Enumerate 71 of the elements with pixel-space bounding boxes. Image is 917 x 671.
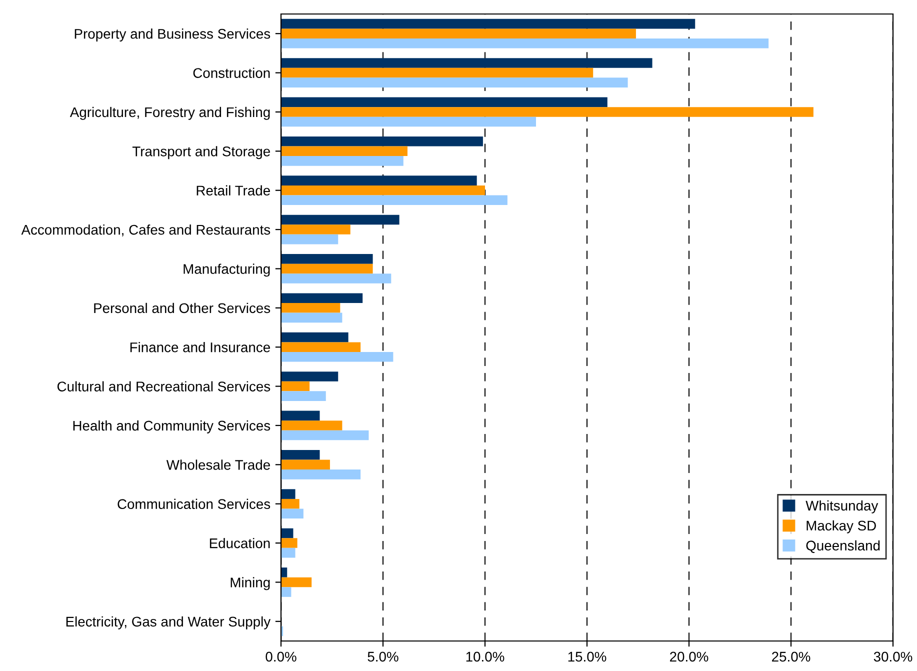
y-tick-label: Electricity, Gas and Water Supply bbox=[66, 616, 271, 630]
x-tick-label: 5.0% bbox=[368, 652, 398, 662]
bar bbox=[281, 28, 636, 38]
bar bbox=[281, 352, 394, 362]
y-tick-label: Finance and Insurance bbox=[130, 342, 270, 352]
legend-label: Queensland bbox=[806, 540, 880, 553]
bar bbox=[281, 224, 350, 234]
x-tick-label: 30.0% bbox=[874, 652, 912, 662]
y-tick-label: Wholesale Trade bbox=[166, 460, 270, 470]
bar bbox=[281, 372, 338, 382]
y-tick-label: Personal and Other Services bbox=[94, 302, 270, 314]
y-tick-label: Agriculture, Forestry and Fishing bbox=[70, 106, 270, 120]
bar bbox=[281, 195, 508, 206]
bar bbox=[281, 78, 628, 88]
bar bbox=[281, 587, 292, 597]
bar bbox=[281, 214, 400, 225]
x-tick-label: 15.0% bbox=[568, 652, 606, 662]
bar bbox=[281, 274, 392, 284]
bar bbox=[281, 293, 363, 304]
bar bbox=[281, 97, 608, 108]
bar bbox=[281, 391, 326, 401]
legend-label: Mackay SD bbox=[806, 520, 876, 534]
bar bbox=[281, 498, 300, 509]
bar bbox=[281, 342, 361, 352]
bar bbox=[281, 58, 652, 68]
bar bbox=[281, 303, 340, 313]
y-tick-label: Transport and Storage bbox=[132, 146, 270, 160]
bar bbox=[281, 332, 348, 342]
x-tick-label: 10.0% bbox=[466, 652, 504, 662]
bar bbox=[281, 548, 296, 558]
bar bbox=[281, 156, 404, 166]
y-tick-label: Communication Services bbox=[118, 498, 270, 510]
bar bbox=[281, 18, 696, 29]
bar bbox=[281, 528, 294, 538]
x-tick-label: 0.0% bbox=[266, 652, 296, 662]
bar bbox=[281, 107, 814, 117]
bar bbox=[281, 381, 310, 392]
bar bbox=[281, 538, 298, 548]
bar bbox=[281, 577, 312, 588]
y-tick-label: Construction bbox=[193, 68, 270, 78]
bar bbox=[281, 116, 536, 127]
x-tick-label: 25.0% bbox=[772, 652, 810, 662]
bar bbox=[281, 410, 320, 421]
bar bbox=[281, 264, 373, 274]
bar bbox=[281, 38, 769, 48]
bar bbox=[281, 312, 342, 323]
legend-label: Whitsunday bbox=[806, 500, 878, 514]
bar bbox=[281, 136, 483, 146]
bar bbox=[281, 146, 408, 156]
y-tick-label: Education bbox=[210, 538, 270, 548]
bar bbox=[281, 176, 477, 186]
y-tick-label: Property and Business Services bbox=[74, 28, 270, 42]
bar bbox=[281, 420, 342, 430]
bar bbox=[281, 185, 485, 196]
bar bbox=[281, 430, 369, 440]
x-tick-label: 20.0% bbox=[670, 652, 708, 662]
bar bbox=[281, 450, 320, 460]
y-tick-label: Cultural and Recreational Services bbox=[57, 381, 270, 392]
bar bbox=[281, 568, 288, 578]
bar bbox=[281, 489, 296, 499]
y-tick-label: Accommodation, Cafes and Restaurants bbox=[21, 224, 270, 236]
bar bbox=[281, 470, 361, 480]
bar bbox=[281, 254, 373, 264]
bar bbox=[281, 234, 338, 244]
y-tick-label: Manufacturing bbox=[184, 264, 270, 277]
bar bbox=[281, 68, 594, 78]
y-tick-label: Mining bbox=[230, 577, 270, 590]
bar bbox=[281, 508, 304, 519]
bar bbox=[281, 460, 330, 470]
y-tick-label: Retail Trade bbox=[196, 185, 270, 196]
y-tick-label: Health and Community Services bbox=[73, 420, 270, 434]
